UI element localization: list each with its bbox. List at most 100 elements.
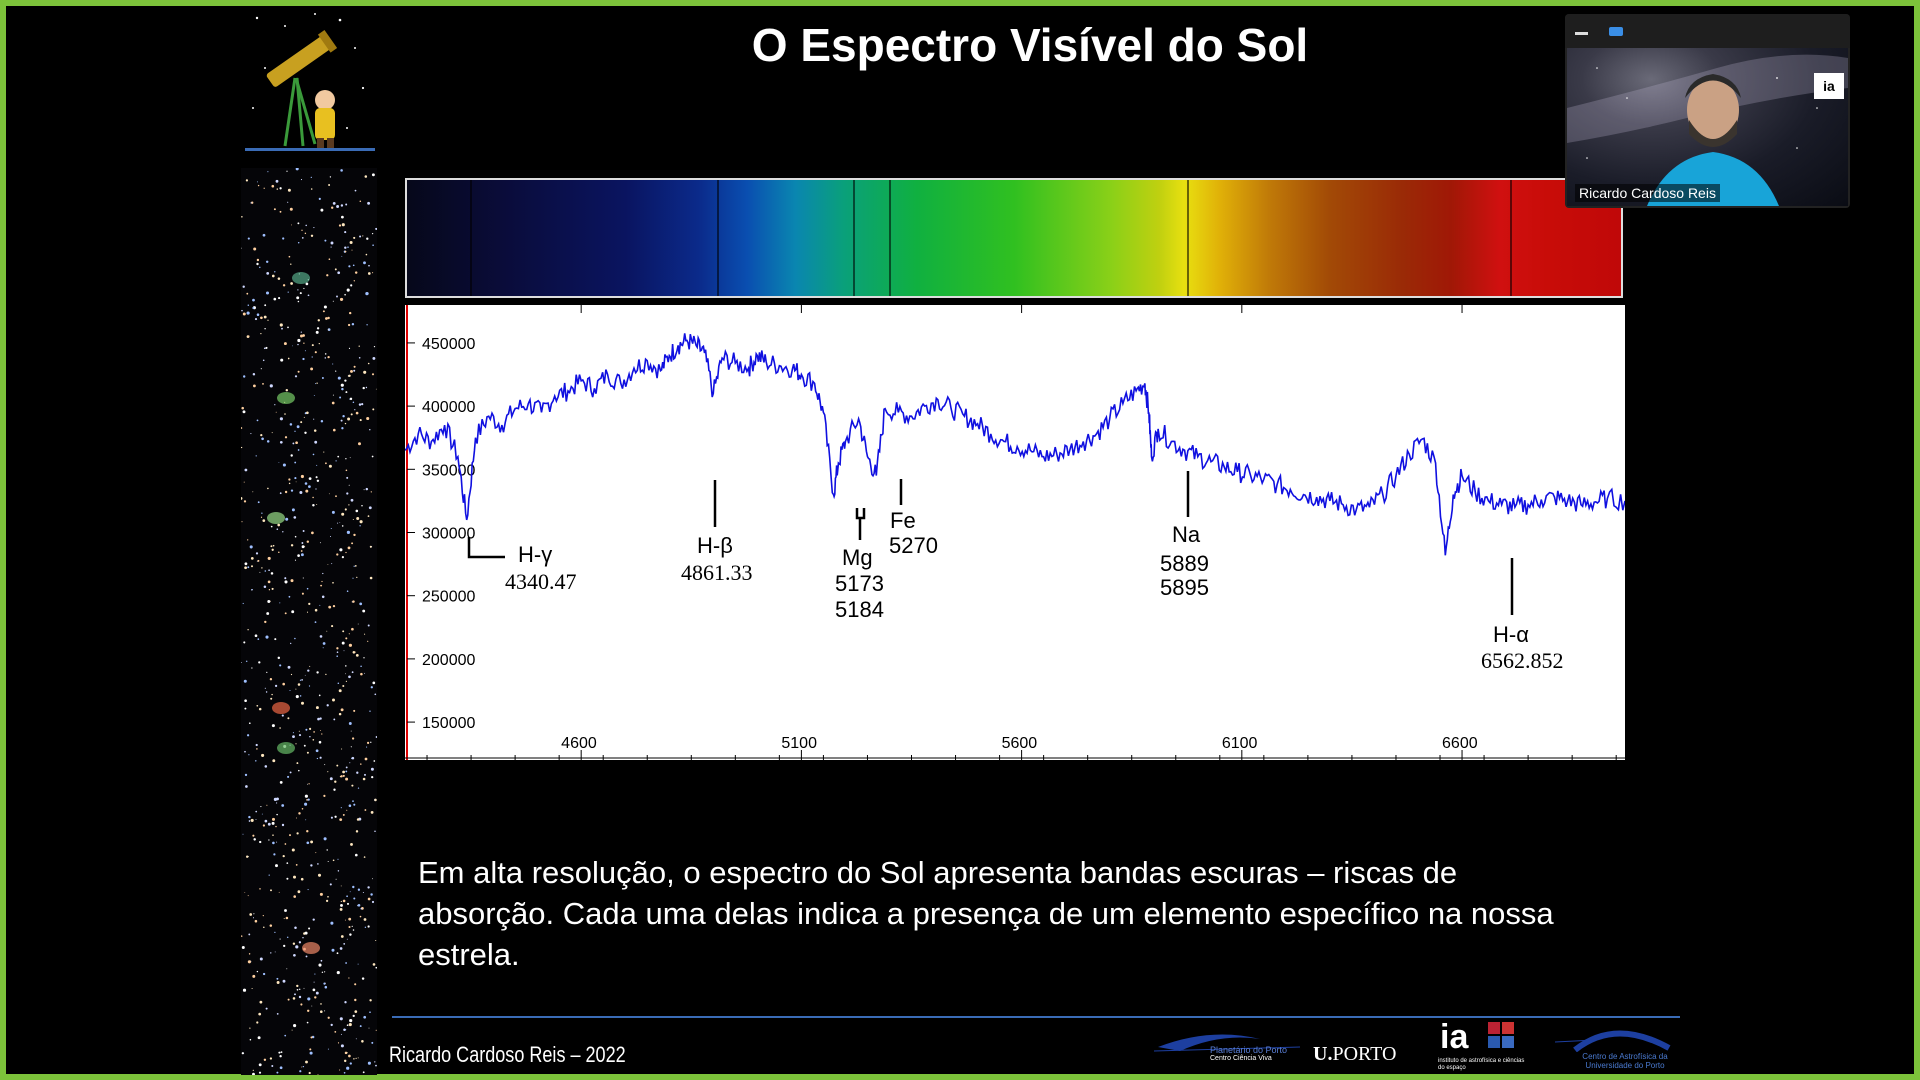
star-dot <box>372 681 376 685</box>
star-dot <box>360 763 362 765</box>
annotation-h-beta: H-β 4861.33 <box>681 480 753 585</box>
star-dot <box>309 1048 312 1051</box>
star-dot <box>340 903 343 907</box>
star-dot <box>367 515 370 517</box>
star-dot <box>357 963 359 965</box>
star-dot <box>354 189 357 192</box>
star-dot <box>275 825 277 828</box>
slide-caption: Em alta resolução, o espectro do Sol apr… <box>418 855 1554 972</box>
star-dot <box>241 427 243 429</box>
star-dot <box>274 931 276 934</box>
star-dot <box>266 440 270 443</box>
star-dot <box>297 449 300 451</box>
star-dot <box>287 775 290 778</box>
star-dot <box>330 1023 333 1027</box>
star-dot <box>313 731 315 733</box>
star-dot <box>341 387 344 391</box>
star-dot <box>354 1010 358 1013</box>
screen-share-icon[interactable] <box>1609 27 1623 36</box>
star-dot <box>353 365 356 368</box>
star-dot <box>278 1051 281 1054</box>
star-dot <box>295 695 299 699</box>
star-dot <box>306 587 309 590</box>
star-dot <box>340 900 342 903</box>
star-dot <box>244 468 248 472</box>
star-dot <box>294 535 297 538</box>
star-dot <box>242 988 247 992</box>
star-dot <box>305 1060 308 1064</box>
star-dot <box>282 854 285 858</box>
star-dot <box>279 492 282 495</box>
star-dot <box>266 671 268 674</box>
star-dot <box>252 1069 254 1071</box>
star-dot <box>353 565 355 567</box>
star-dot <box>241 1052 244 1055</box>
star-dot <box>342 684 345 688</box>
minimize-icon[interactable] <box>1575 32 1588 35</box>
star-dot <box>345 458 347 460</box>
star-dot <box>346 530 350 534</box>
star-dot <box>341 556 344 559</box>
star-dot <box>312 504 315 507</box>
star-dot <box>316 327 320 330</box>
star-dot <box>263 347 266 350</box>
star-dot <box>289 207 293 211</box>
star-dot <box>304 431 307 435</box>
star-dot <box>267 580 271 584</box>
star-dot <box>317 873 322 877</box>
star-dot <box>312 918 315 921</box>
star-dot <box>360 907 363 910</box>
star-dot <box>301 542 304 544</box>
star-dot <box>275 179 279 183</box>
star-dot <box>342 813 345 816</box>
star-dot <box>326 274 329 277</box>
star-dot <box>282 531 284 533</box>
star-dot <box>277 523 281 527</box>
star-dot <box>315 852 317 854</box>
star-dot <box>259 840 262 844</box>
star-dot <box>260 433 263 437</box>
star-dot <box>344 422 347 425</box>
star-dot <box>260 368 262 370</box>
h-beta-label: H-β <box>697 533 733 558</box>
star-dot <box>293 875 296 879</box>
star-dot <box>278 461 280 463</box>
star-dot <box>330 241 334 245</box>
star-dot <box>363 1015 367 1019</box>
ia-logo-text: ia <box>1440 1018 1469 1056</box>
star-dot <box>327 355 330 359</box>
star-dot <box>353 236 356 239</box>
star-dot <box>340 775 343 778</box>
star-dot <box>345 680 347 682</box>
star-dot <box>278 551 280 554</box>
star-dot <box>307 669 310 672</box>
star-dot <box>334 268 337 271</box>
star-dot <box>265 691 268 693</box>
star-dot <box>298 941 302 944</box>
star-dot <box>329 883 332 886</box>
caup-logo-mark <box>1554 1030 1671 1053</box>
star-dot <box>276 188 279 190</box>
webcam-video-tile[interactable]: ia Ricardo Cardoso Reis <box>1565 14 1850 208</box>
star-dot <box>298 730 300 732</box>
star-dot <box>352 885 355 889</box>
star-dot <box>359 419 362 422</box>
star-dot <box>354 409 356 411</box>
star-dot <box>357 904 361 907</box>
star-dot <box>265 260 269 264</box>
star-dot <box>328 605 332 609</box>
x-tick-label: 6100 <box>1222 735 1258 752</box>
star-dot <box>315 476 318 479</box>
star-dot <box>351 627 354 631</box>
star-dot <box>354 998 357 1002</box>
star-dot <box>294 559 297 561</box>
star-dot <box>260 516 263 518</box>
star-dot <box>326 849 328 851</box>
star-dot <box>282 463 286 467</box>
star-dot <box>287 357 290 360</box>
star-dot <box>285 916 289 920</box>
star-dot <box>311 356 313 358</box>
star-dot <box>353 1058 355 1060</box>
star-dot <box>295 481 297 483</box>
